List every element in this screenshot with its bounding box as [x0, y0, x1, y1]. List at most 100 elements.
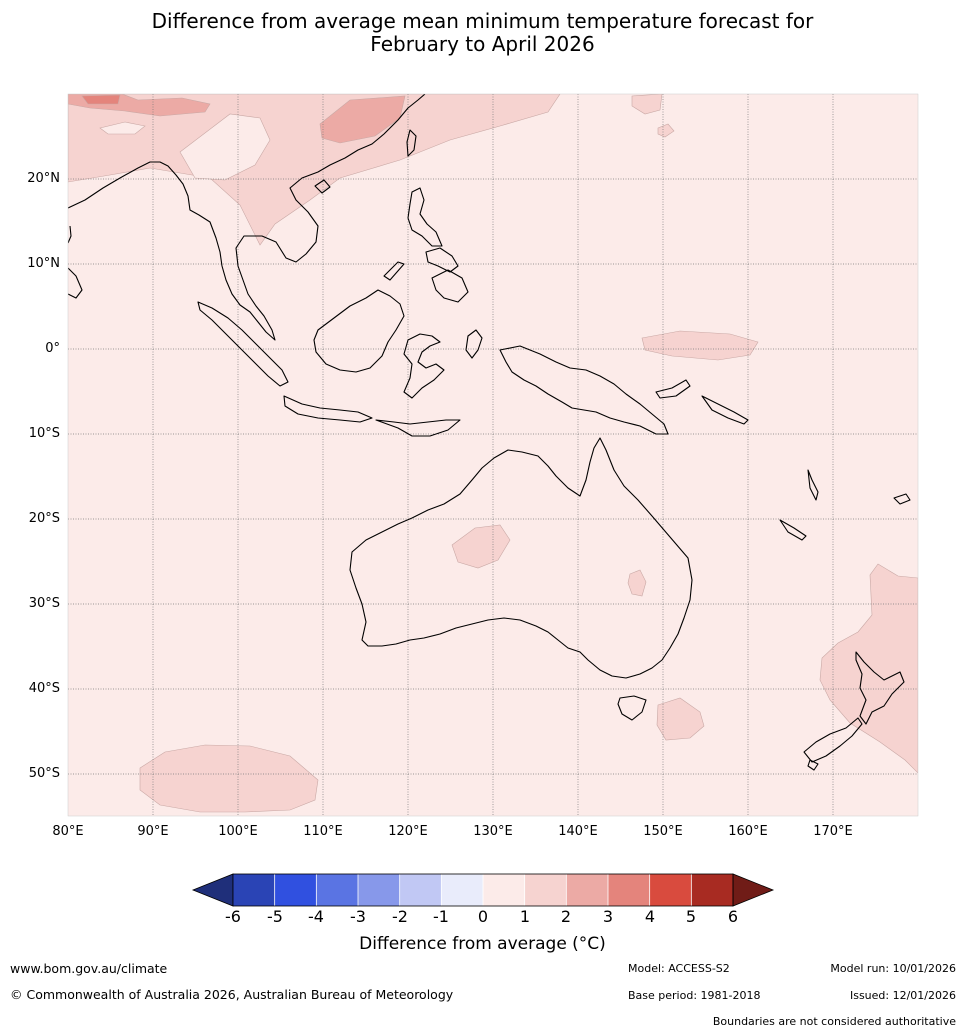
model-run-date: Model run: 10/01/2026: [830, 962, 956, 975]
colorbar-tick: 5: [685, 907, 697, 926]
coast-java: [283, 395, 373, 423]
colorbar-swatches: [191, 873, 775, 907]
colorbar-tick: 6: [727, 907, 739, 926]
colorbar-tick: -5: [267, 907, 283, 926]
lat-label-10n: 10°N: [27, 256, 60, 271]
coast-luzon: [407, 187, 443, 247]
colorbar-tick: 0: [477, 907, 489, 926]
region-1-2-queensland: [627, 569, 647, 597]
website-link[interactable]: www.bom.gov.au/climate: [10, 961, 168, 976]
colorbar-swatch: [399, 874, 442, 906]
colorbar-tick: 4: [644, 907, 656, 926]
coast-taiwan: [406, 129, 417, 157]
colorbar-swatch: [441, 874, 484, 906]
anomaly-regions: [68, 94, 918, 813]
region-3-4-tibet: [81, 94, 121, 105]
coast-lesser-sunda: [375, 419, 461, 437]
issued-date: Issued: 12/01/2026: [849, 989, 956, 1002]
gridlines: [68, 94, 918, 816]
colorbar-swatch: [608, 874, 651, 906]
lon-label-130e: 130°E: [473, 824, 513, 839]
colorbar-tick: -6: [225, 907, 241, 926]
lon-label-150e: 150°E: [643, 824, 683, 839]
map-title: Difference from average mean minimum tem…: [0, 10, 965, 56]
lon-label-120e: 120°E: [388, 824, 428, 839]
colorbar-swatch: [233, 874, 276, 906]
colorbar-swatch: [524, 874, 567, 906]
title-line-1: Difference from average mean minimum tem…: [151, 9, 814, 33]
coast-nz-south: [803, 717, 863, 763]
map-frame: [67, 93, 919, 817]
region-1-2-tasman: [656, 697, 705, 741]
coast-nz-north: [855, 651, 905, 725]
region-2-3-china: [319, 95, 406, 144]
region-1-2-pacific-dot: [657, 123, 675, 138]
coast-new-britain: [655, 379, 691, 399]
coast-halmahera: [465, 329, 483, 359]
region-1-2-southern: [139, 744, 319, 813]
coast-india: [68, 225, 72, 244]
map-area: [68, 94, 918, 816]
coast-sumatra: [197, 301, 289, 387]
lon-label-160e: 160°E: [728, 824, 768, 839]
lon-label-140e: 140°E: [558, 824, 598, 839]
colorbar: [191, 873, 775, 907]
region-1-2-north: [68, 94, 561, 246]
lon-label-90e: 90°E: [137, 824, 169, 839]
lat-label-10s: 10°S: [28, 426, 60, 441]
region-0-1-island: [179, 113, 271, 181]
colorbar-tick: 1: [519, 907, 531, 926]
coast-australia: [349, 437, 693, 679]
coast-sri-lanka: [68, 267, 83, 299]
colorbar-swatch: [691, 874, 734, 906]
coast-sulawesi: [403, 333, 445, 399]
lon-label-100e: 100°E: [218, 824, 258, 839]
colorbar-swatch: [566, 874, 609, 906]
lon-label-80e: 80°E: [52, 824, 84, 839]
lat-label-30s: 30°S: [28, 596, 60, 611]
colorbar-swatch: [649, 874, 692, 906]
coast-new-guinea: [499, 345, 669, 435]
colorbar-tick: -3: [350, 907, 366, 926]
colorbar-swatch: [483, 874, 526, 906]
colorbar-tick: -2: [392, 907, 408, 926]
coast-asia-mainland: [68, 94, 426, 341]
coast-tasmania: [617, 695, 647, 721]
colorbar-label: Difference from average (°C): [359, 934, 606, 954]
model-name: Model: ACCESS-S2: [628, 962, 730, 975]
colorbar-extend-high: [732, 873, 775, 907]
colorbar-outline: [232, 873, 734, 907]
region-1-2-pacific-ne: [631, 94, 663, 115]
lon-label-170e: 170°E: [813, 824, 853, 839]
lat-label-50s: 50°S: [28, 766, 60, 781]
colorbar-swatch: [358, 874, 401, 906]
colorbar-tick: 2: [560, 907, 572, 926]
lat-label-20s: 20°S: [28, 511, 60, 526]
coast-solomons: [701, 395, 749, 425]
boundary-disclaimer: Boundaries are not considered authoritat…: [712, 1015, 956, 1028]
title-line-2: February to April 2026: [370, 32, 595, 56]
colorbar-swatch: [316, 874, 359, 906]
lon-label-110e: 110°E: [303, 824, 343, 839]
coast-borneo: [313, 289, 405, 373]
lat-label-0: 0°: [45, 341, 60, 356]
colorbar-tick: -1: [433, 907, 449, 926]
coast-new-caledonia: [779, 519, 807, 541]
coast-vanuatu: [807, 469, 819, 501]
region-1-2-nz: [819, 563, 918, 774]
coast-mindanao: [431, 269, 469, 303]
lat-label-20n: 20°N: [27, 171, 60, 186]
coast-fiji: [893, 493, 911, 505]
base-period: Base period: 1981-2018: [628, 989, 761, 1002]
lat-label-40s: 40°S: [28, 681, 60, 696]
colorbar-swatch: [274, 874, 317, 906]
colorbar-tick: -4: [308, 907, 324, 926]
colorbar-extend-low: [191, 873, 234, 907]
region-1-2-indian: [451, 524, 511, 569]
coast-stewart-island: [807, 759, 819, 771]
colorbar-tick: 3: [602, 907, 614, 926]
coast-hainan: [314, 179, 331, 194]
coast-philippines-visayas: [425, 247, 459, 273]
region-1-2-equatorial: [641, 330, 759, 361]
